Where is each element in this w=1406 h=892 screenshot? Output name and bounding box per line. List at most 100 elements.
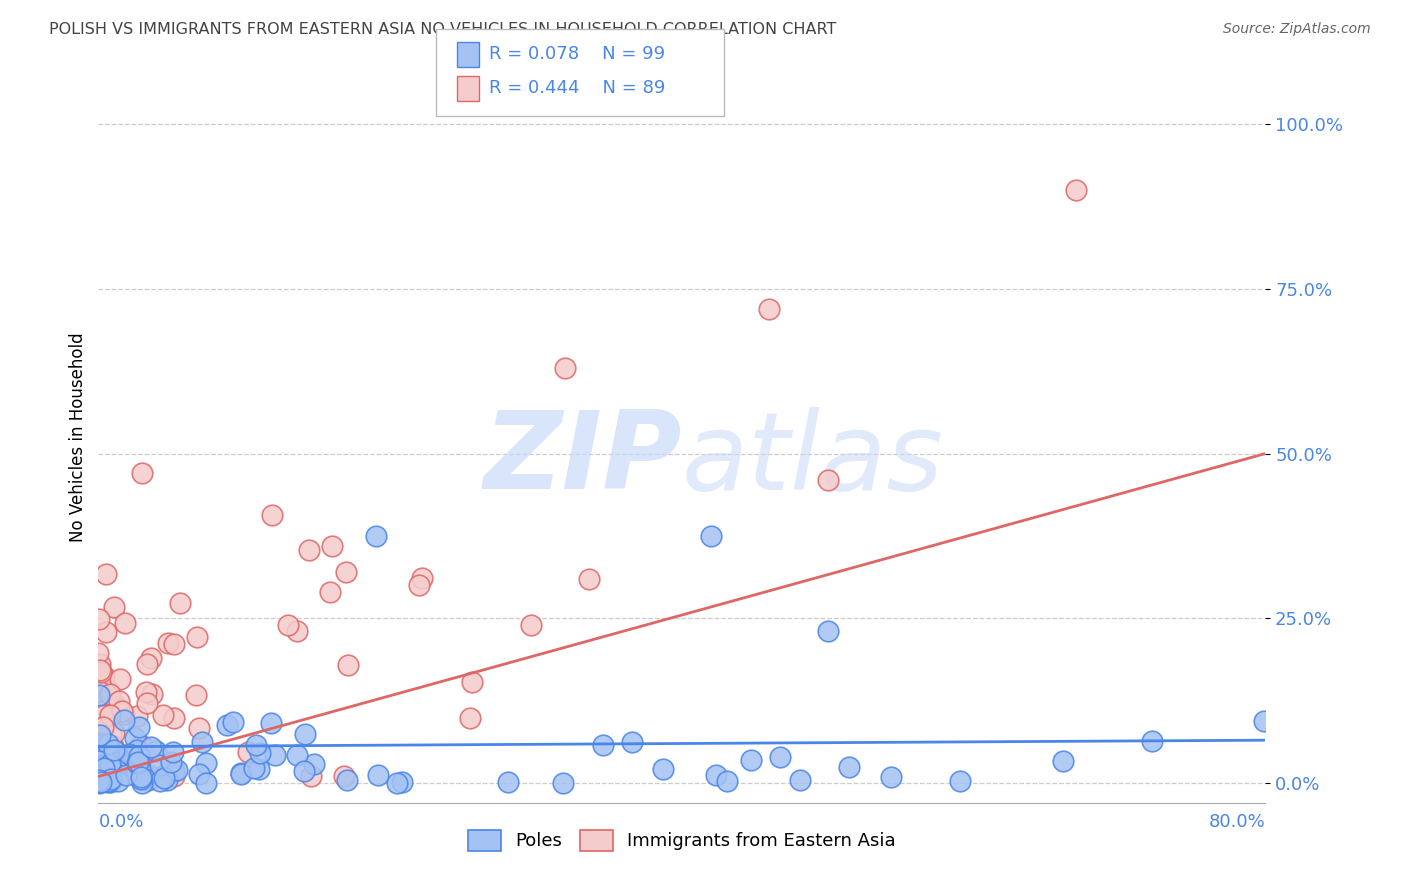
- Point: [98, 687, 121, 701]
- Point: [96, 681, 118, 696]
- Point: [89, 739, 111, 753]
- Point: [94, 624, 117, 639]
- Point: [129, 772, 152, 786]
- Point: [107, 706, 129, 720]
- Text: R = 0.078    N = 99: R = 0.078 N = 99: [489, 45, 665, 63]
- Point: [98, 774, 121, 789]
- Point: [87, 612, 110, 626]
- Point: [1052, 754, 1074, 768]
- Point: [108, 694, 131, 708]
- Point: [461, 675, 484, 690]
- Point: [184, 688, 207, 702]
- Point: [319, 584, 342, 599]
- Point: [1140, 734, 1163, 748]
- Point: [118, 747, 141, 762]
- Point: [152, 708, 174, 723]
- Point: [292, 764, 315, 778]
- Point: [249, 747, 271, 761]
- Point: [141, 739, 163, 754]
- Point: [107, 774, 129, 789]
- Point: [156, 773, 179, 788]
- Point: [108, 672, 131, 686]
- Text: ZIP: ZIP: [484, 406, 682, 512]
- Point: [458, 711, 481, 725]
- Point: [89, 722, 111, 736]
- Point: [89, 728, 111, 742]
- Point: [100, 762, 122, 776]
- Point: [166, 764, 188, 778]
- Point: [716, 773, 738, 788]
- Point: [87, 646, 110, 660]
- Point: [758, 301, 780, 316]
- Point: [87, 735, 110, 749]
- Point: [519, 617, 541, 632]
- Point: [578, 572, 600, 586]
- Point: [337, 657, 360, 672]
- Point: [131, 770, 153, 784]
- Point: [87, 754, 110, 768]
- Point: [294, 726, 316, 740]
- Point: [285, 748, 308, 763]
- Point: [1253, 714, 1275, 729]
- Point: [112, 706, 135, 721]
- Point: [89, 769, 111, 783]
- Point: [195, 776, 218, 790]
- Point: [188, 767, 211, 781]
- Point: [163, 710, 186, 724]
- Point: [89, 773, 111, 788]
- Point: [97, 774, 120, 789]
- Point: [97, 758, 120, 772]
- Point: [551, 776, 574, 790]
- Point: [498, 775, 520, 789]
- Text: atlas: atlas: [682, 407, 943, 511]
- Point: [96, 567, 118, 582]
- Point: [131, 741, 153, 756]
- Point: [98, 707, 121, 722]
- Point: [222, 714, 245, 729]
- Point: [364, 529, 387, 543]
- Point: [101, 758, 124, 772]
- Point: [129, 738, 152, 752]
- Point: [145, 744, 167, 758]
- Point: [90, 665, 112, 680]
- Point: [93, 703, 115, 717]
- Point: [125, 767, 148, 781]
- Point: [621, 735, 644, 749]
- Point: [277, 618, 299, 632]
- Point: [91, 720, 114, 734]
- Point: [243, 761, 266, 775]
- Point: [1064, 183, 1087, 197]
- Point: [104, 755, 127, 769]
- Y-axis label: No Vehicles in Household: No Vehicles in Household: [69, 332, 87, 542]
- Point: [298, 542, 321, 557]
- Point: [101, 739, 124, 754]
- Point: [89, 665, 111, 680]
- Point: [131, 776, 153, 790]
- Point: [411, 571, 433, 585]
- Point: [408, 578, 430, 592]
- Point: [789, 772, 811, 787]
- Point: [652, 762, 675, 776]
- Point: [93, 761, 115, 775]
- Point: [87, 768, 110, 782]
- Point: [87, 747, 110, 762]
- Point: [93, 707, 115, 722]
- Text: 80.0%: 80.0%: [1209, 813, 1265, 830]
- Point: [97, 769, 120, 783]
- Point: [89, 657, 111, 671]
- Point: [125, 746, 148, 760]
- Point: [247, 762, 270, 776]
- Point: [186, 630, 208, 644]
- Point: [302, 756, 325, 771]
- Point: [98, 756, 121, 771]
- Point: [136, 772, 159, 787]
- Point: [90, 774, 112, 789]
- Point: [97, 737, 120, 751]
- Point: [103, 599, 125, 614]
- Point: [387, 775, 409, 789]
- Point: [87, 688, 110, 702]
- Point: [285, 624, 308, 638]
- Point: [169, 597, 191, 611]
- Point: [817, 624, 839, 639]
- Point: [103, 726, 125, 740]
